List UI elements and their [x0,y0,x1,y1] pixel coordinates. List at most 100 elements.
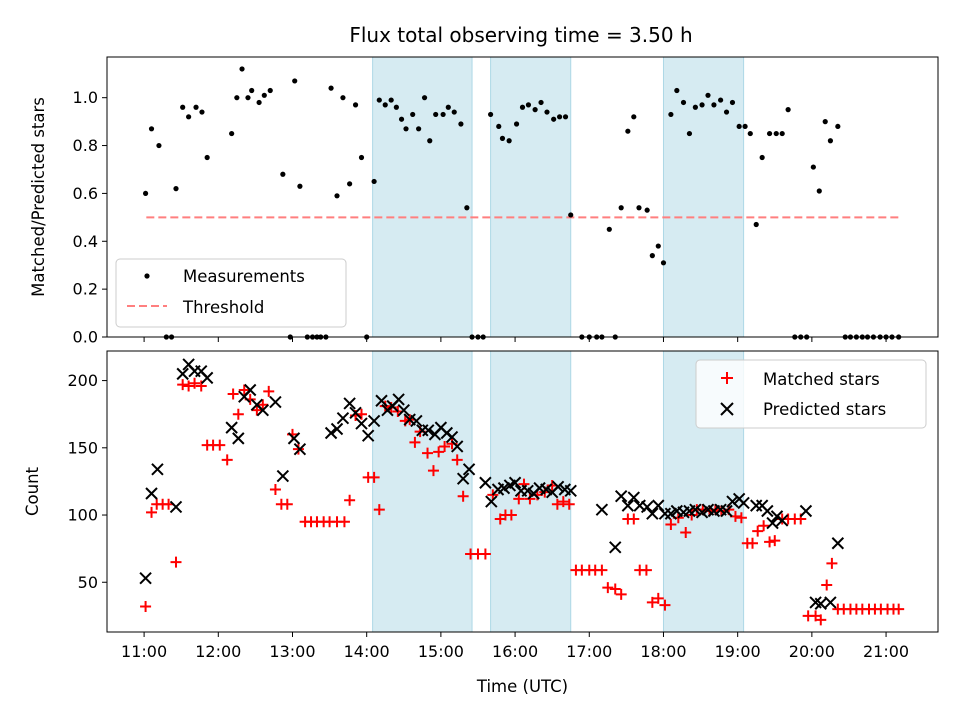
matched-star-point [893,603,905,615]
measurement-point [416,126,422,132]
measurement-point [636,205,642,211]
measurement-point [376,97,382,103]
predicted-star-point [737,496,750,510]
measurement-point [773,130,779,137]
measurement-point [239,66,245,72]
measurement-point [753,221,759,228]
count-x-tick-label: 15:00 [418,642,464,661]
predicted-star-point [646,507,659,520]
count-panel: 50 100 150 200 11:00 12:00 13:00 14:00 15:00 16:… [23,350,939,696]
ratio-y-tick-label: 0.2 [73,280,98,299]
measurement-point [328,85,334,91]
predicted-star-point [361,429,375,442]
matched-star-point [368,471,380,483]
measurement-point [649,253,655,259]
count-x-tick-label: 16:00 [492,642,538,661]
matched-star-point [189,377,201,389]
ratio-y-tick-label: 0.8 [73,136,98,155]
predicted-star-point [551,480,565,494]
matched-star-point [602,582,614,594]
predicted-star-point [831,537,845,550]
count-y-axis-ticks: 50 100 150 200 [67,371,107,592]
ratio-shaded-interval [662,56,745,338]
predicted-star-point [276,469,290,483]
matched-star-point [232,408,244,420]
predicted-star-point [367,414,381,428]
predicted-star-point [293,442,307,456]
predicted-star-point [627,491,641,504]
matched-star-point [479,548,491,560]
matched-star-point [409,436,421,448]
measurement-point [785,107,791,113]
measurement-point [525,102,532,108]
ratio-x-axis-ticks [143,337,887,342]
matched-star-point [221,454,233,466]
measurement-point [736,123,742,130]
count-x-tick-label: 20:00 [789,642,835,661]
predicted-star-point [269,395,282,409]
predicted-star-point [564,484,577,498]
matched-star-point [513,493,525,505]
measurement-point [705,92,711,98]
ratio-shaded-interval [490,56,572,338]
ratio-y-axis-label: Matched/Predicted stars [29,97,48,297]
count-x-tick-label: 12:00 [195,642,241,661]
predicted-star-point [621,499,635,512]
matched-star-point [769,535,781,547]
measurement-point [440,111,446,118]
matched-star-point [214,439,226,451]
matched-star-point [665,518,677,530]
count-x-tick-label: 17:00 [566,642,612,661]
measurement-point [513,121,520,127]
measurement-point [810,164,816,170]
count-plot-frame [106,350,939,633]
measurement-point [729,99,736,106]
predicted-star-point [336,412,350,425]
matched-star-point [615,588,627,600]
count-y-axis-label: Count [23,466,42,516]
matched-star-point [263,385,275,397]
measurement-point [766,130,773,137]
measurement-point [186,114,192,120]
matched-star-point [257,399,269,411]
measurement-point [410,111,416,118]
matched-star-point [439,440,451,452]
matched-star-point [505,509,517,521]
matched-star-point [379,400,391,412]
predicted-star-point [609,541,622,554]
matched-star-point [821,579,833,591]
predicted-star-point [422,424,435,437]
predicted-star-point [145,487,158,500]
predicted-star-point [343,397,356,410]
predicted-star-point [726,495,739,508]
predicted-star-point [479,476,492,489]
matched-star-point [557,496,569,508]
ratio-y-axis-ticks: 0.0 0.2 0.4 0.6 0.8 1.0 [73,88,107,347]
matched-star-point [764,536,776,548]
matched-star-point [227,388,239,400]
count-y-tick-label: 100 [67,506,98,525]
measurement-point [398,116,405,122]
measurement-point [180,104,186,110]
matched-star-point [170,556,182,568]
ratio-legend-box [115,258,347,328]
count-x-axis-label: Time (UTC) [476,677,568,696]
legend-matched-marker [721,372,733,384]
predicted-star-point [410,414,423,428]
ratio-y-tick-label: 0.4 [73,232,98,251]
measurement-point [464,205,470,211]
predicted-star-point [200,371,214,385]
measurement-point [779,130,785,137]
matched-star-point [628,513,640,525]
measurement-point [234,95,240,101]
ratio-y-tick-label: 0.6 [73,184,98,203]
matched-star-point [373,504,385,516]
matched-star-point [524,493,536,505]
matched-star-point [238,384,250,396]
measurement-point [556,114,563,120]
measurement-point [334,193,340,199]
measurement-points [142,66,902,340]
measurement-point [655,243,661,249]
count-legend: Matched stars Predicted stars [695,359,927,429]
predicted-star-point [766,516,779,530]
